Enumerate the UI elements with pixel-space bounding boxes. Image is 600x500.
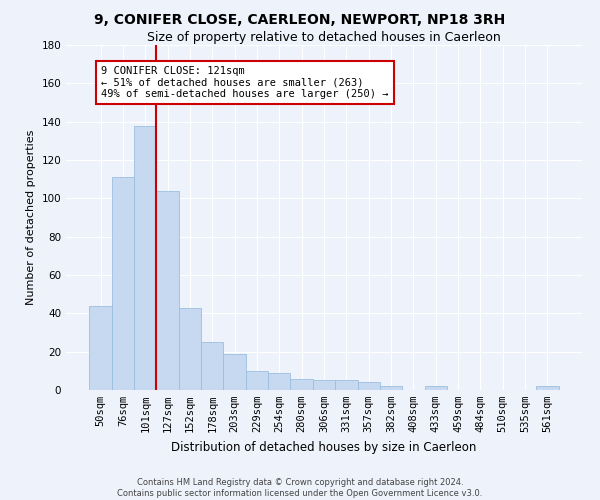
Bar	[157, 190, 179, 390]
Bar	[246, 371, 268, 390]
Bar	[134, 126, 157, 390]
Bar	[335, 380, 358, 390]
X-axis label: Distribution of detached houses by size in Caerleon: Distribution of detached houses by size …	[172, 440, 476, 454]
Text: 9 CONIFER CLOSE: 121sqm
← 51% of detached houses are smaller (263)
49% of semi-d: 9 CONIFER CLOSE: 121sqm ← 51% of detache…	[101, 66, 389, 100]
Bar	[112, 178, 134, 390]
Bar	[425, 386, 447, 390]
Y-axis label: Number of detached properties: Number of detached properties	[26, 130, 36, 305]
Bar	[201, 342, 223, 390]
Bar	[380, 386, 402, 390]
Bar	[536, 386, 559, 390]
Bar	[268, 373, 290, 390]
Bar	[290, 378, 313, 390]
Bar	[223, 354, 246, 390]
Title: Size of property relative to detached houses in Caerleon: Size of property relative to detached ho…	[147, 31, 501, 44]
Text: 9, CONIFER CLOSE, CAERLEON, NEWPORT, NP18 3RH: 9, CONIFER CLOSE, CAERLEON, NEWPORT, NP1…	[94, 12, 506, 26]
Bar	[358, 382, 380, 390]
Bar	[179, 308, 201, 390]
Text: Contains HM Land Registry data © Crown copyright and database right 2024.
Contai: Contains HM Land Registry data © Crown c…	[118, 478, 482, 498]
Bar	[89, 306, 112, 390]
Bar	[313, 380, 335, 390]
